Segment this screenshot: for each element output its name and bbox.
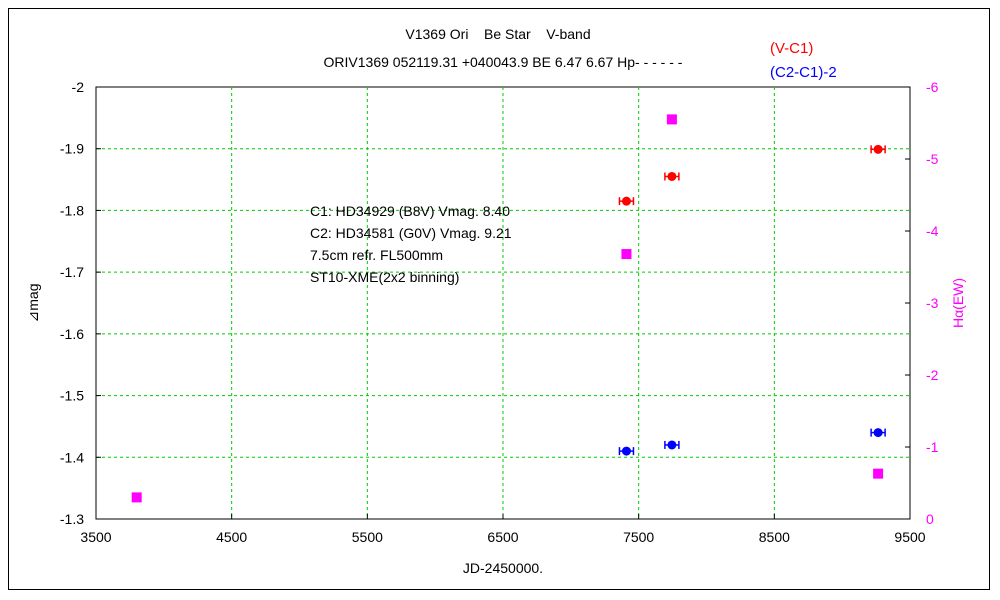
axes: 3500 4500 5500 6500 7500 8500 9500 -2 -1.9 -1.8 -1… [60, 79, 939, 545]
chart-frame [8, 8, 990, 590]
y2-tick-label: 0 [926, 511, 934, 527]
x-tick-label: 9500 [894, 529, 925, 545]
x-tick-label: 8500 [759, 529, 790, 545]
data-point-circle [621, 446, 631, 456]
chart-title: V1369 Ori Be Star V-band [405, 26, 590, 42]
legend-c2-c1: (C2-C1)-2 [770, 64, 837, 81]
y2-tick-label: -6 [926, 79, 939, 95]
chart-subtitle: ORIV1369 052119.31 +040043.9 BE 6.47 6.6… [324, 54, 683, 70]
annotation-camera: ST10-XME(2x2 binning) [310, 269, 459, 285]
data-point-square [621, 249, 632, 260]
y-tick-label: -1.8 [60, 202, 84, 218]
y2-tick-label: -5 [926, 151, 939, 167]
y2-axis-label: Hα(EW) [950, 278, 966, 328]
y-tick-label: -1.3 [60, 511, 84, 527]
grid [96, 87, 910, 519]
data-point-square [131, 492, 142, 503]
x-tick-label: 4500 [216, 529, 247, 545]
data-point-circle [873, 144, 883, 154]
y-tick-label: -1.7 [60, 264, 84, 280]
y-tick-label: -1.9 [60, 141, 84, 157]
x-tick-label: 7500 [623, 529, 654, 545]
y2-tick-label: -2 [926, 367, 939, 383]
y-tick-label: -1.4 [60, 449, 84, 465]
x-tick-label: 5500 [352, 529, 383, 545]
x-tick-label: 3500 [80, 529, 111, 545]
x-axis-label: JD-2450000. [463, 560, 543, 576]
legend-v-c1: (V-C1) [770, 40, 813, 57]
data-point-circle [667, 440, 677, 450]
y2-tick-label: -1 [926, 439, 939, 455]
y-tick-label: -2 [72, 79, 85, 95]
y-axis-label: ⊿mag [25, 284, 41, 323]
annotation-c2: C2: HD34581 (G0V) Vmag. 9.21 [310, 225, 512, 241]
data-point-circle [873, 428, 883, 438]
data-point-circle [621, 196, 631, 206]
y-tick-label: -1.5 [60, 388, 84, 404]
data-marks [131, 114, 886, 503]
y2-tick-label: -4 [926, 223, 939, 239]
data-point-circle [667, 171, 677, 181]
annotation-c1: C1: HD34929 (B8V) Vmag. 8.40 [310, 203, 510, 219]
x-tick-label: 6500 [487, 529, 518, 545]
y-tick-label: -1.6 [60, 326, 84, 342]
annotation-telescope: 7.5cm refr. FL500mm [310, 247, 443, 263]
y2-tick-label: -3 [926, 295, 939, 311]
data-point-square [666, 114, 677, 125]
data-point-square [873, 468, 884, 479]
